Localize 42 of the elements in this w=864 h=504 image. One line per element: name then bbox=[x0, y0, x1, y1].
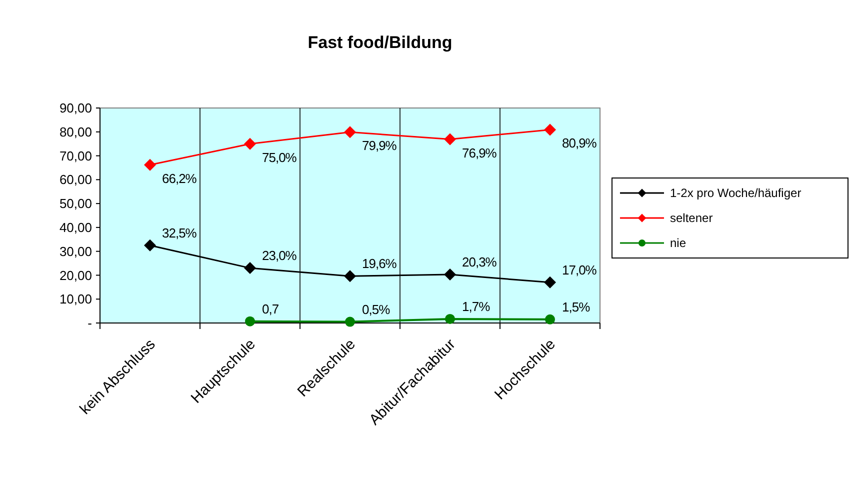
y-tick-label: 10,00 bbox=[59, 292, 92, 307]
data-label: 0,7 bbox=[262, 301, 279, 316]
point bbox=[444, 268, 456, 281]
legend-label: seltener bbox=[670, 211, 713, 226]
point bbox=[544, 276, 556, 288]
point bbox=[545, 314, 555, 324]
data-label: 1,7% bbox=[462, 298, 491, 314]
data-label: 80,9% bbox=[562, 136, 598, 151]
y-tick-label: 30,00 bbox=[59, 244, 92, 259]
point bbox=[144, 158, 156, 171]
legend-label: 1-2x pro Woche/häufiger bbox=[670, 186, 802, 200]
data-label: 79,9% bbox=[362, 138, 398, 154]
data-label: 19,6% bbox=[362, 256, 398, 272]
data-label: 0,5% bbox=[362, 302, 391, 317]
y-tick-label: - bbox=[88, 316, 92, 331]
y-tick-label: 20,00 bbox=[59, 268, 92, 283]
point bbox=[445, 314, 455, 324]
data-label: 17,0% bbox=[562, 262, 598, 278]
point bbox=[344, 126, 356, 138]
point bbox=[244, 262, 256, 274]
y-tick-label: 40,00 bbox=[59, 220, 92, 235]
data-label: 1,5% bbox=[562, 299, 591, 314]
point bbox=[544, 124, 556, 136]
data-label: 75,0% bbox=[262, 150, 298, 165]
chart-title: Fast food/Bildung bbox=[308, 33, 452, 52]
point bbox=[144, 239, 156, 252]
point bbox=[444, 133, 456, 146]
y-tick-label: 80,00 bbox=[59, 124, 92, 140]
data-label: 23,0% bbox=[262, 248, 298, 264]
data-label: 20,3% bbox=[462, 254, 498, 270]
point bbox=[345, 316, 355, 327]
y-tick-label: 90,00 bbox=[59, 100, 92, 116]
y-tick-label: 70,00 bbox=[59, 148, 92, 164]
point bbox=[245, 316, 255, 326]
point bbox=[244, 138, 256, 150]
data-label: 32,5% bbox=[162, 225, 198, 240]
data-label: 76,9% bbox=[462, 145, 498, 160]
y-tick-label: 60,00 bbox=[59, 172, 92, 188]
data-label: 66,2% bbox=[162, 170, 198, 186]
y-tick-label: 50,00 bbox=[59, 196, 92, 212]
point bbox=[344, 270, 356, 282]
legend-label: nie bbox=[670, 236, 686, 250]
